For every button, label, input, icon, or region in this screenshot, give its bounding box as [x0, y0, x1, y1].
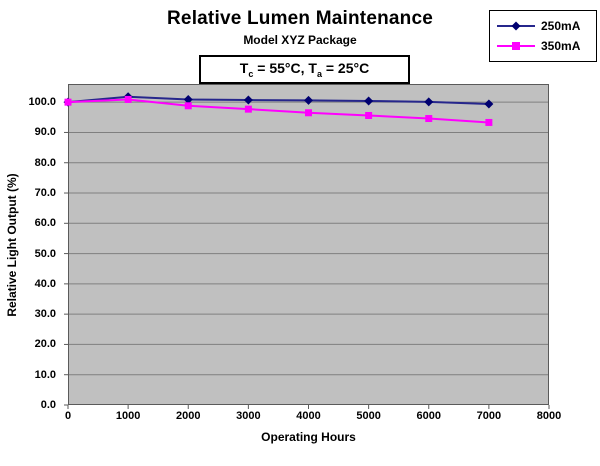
- chart-subtitle: Model XYZ Package: [243, 33, 357, 47]
- y-axis-tick-label: 10.0: [34, 368, 56, 381]
- x-axis-tick-label: 7000: [476, 410, 502, 422]
- y-axis-tick-label: 60.0: [34, 217, 56, 230]
- temperature-condition-box: Tc = 55°C, Ta = 25°C: [199, 55, 410, 84]
- legend-label: 350mA: [541, 39, 581, 53]
- x-axis-tick-label: 8000: [536, 410, 562, 422]
- plot-area: [63, 84, 550, 409]
- square-marker-line-icon: [497, 42, 535, 50]
- y-axis-tick-label: 80.0: [34, 156, 56, 169]
- condition-text: Tc = 55°C, Ta = 25°C: [239, 60, 370, 79]
- y-axis-tick-label: 90.0: [34, 126, 56, 139]
- x-axis-title: Operating Hours: [261, 430, 356, 444]
- y-axis-tick-label: 70.0: [34, 187, 56, 200]
- x-axis-tick-label: 4000: [296, 410, 321, 422]
- x-axis-tick-label: 0: [64, 410, 72, 422]
- x-axis-tick-label: 2000: [176, 410, 201, 422]
- x-axis-tick-label: 6000: [416, 410, 441, 422]
- y-axis-tick-label: 30.0: [34, 308, 56, 321]
- legend: 250mA 350mA: [489, 10, 597, 62]
- chart-title: Relative Lumen Maintenance: [167, 8, 433, 29]
- y-axis-tick-label: 40.0: [34, 277, 56, 290]
- y-axis-tick-label: 100.0: [28, 96, 56, 109]
- legend-item-250ma: 250mA: [496, 16, 590, 36]
- x-axis-tick-label: 1000: [115, 410, 141, 422]
- y-axis-tick-label: 50.0: [34, 247, 56, 260]
- y-axis-tick-label: 0.0: [40, 399, 56, 411]
- x-axis-tick-label: 3000: [236, 410, 261, 422]
- y-axis-tick-label: 20.0: [34, 338, 56, 351]
- diamond-marker-line-icon: [497, 21, 535, 31]
- legend-label: 250mA: [541, 19, 581, 33]
- legend-item-350ma: 350mA: [496, 36, 590, 56]
- x-axis-tick-label: 5000: [356, 410, 381, 422]
